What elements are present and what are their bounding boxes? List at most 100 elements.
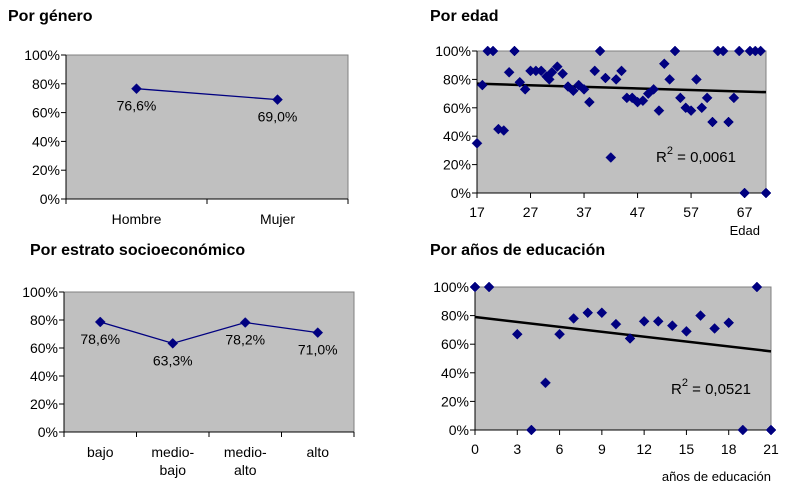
edad-data-point: [471, 137, 483, 149]
educacion-data-point: [765, 424, 777, 436]
edad-data-point: [733, 45, 745, 57]
edad-data-point: [760, 187, 772, 199]
educacion-data-point: [709, 323, 720, 334]
edad-data-point: [546, 66, 558, 78]
edad-data-point: [696, 102, 708, 114]
educacion-plot-area: [474, 286, 772, 431]
edad-ytick-label: 60%: [443, 100, 471, 116]
estrato-ytick-label: 0%: [38, 424, 58, 440]
estrato-data-point: [312, 327, 324, 338]
edad-data-point: [675, 92, 686, 104]
edad-data-point: [616, 65, 627, 77]
educacion-data-point: [666, 320, 678, 331]
educacion-ytick-label: 60%: [441, 336, 469, 352]
edad-data-point: [637, 95, 649, 107]
estrato-category-label: medio-: [151, 444, 194, 460]
edad-xaxis-title: Edad: [730, 223, 760, 238]
edad-xtick-label: 27: [523, 204, 539, 220]
edad-data-point: [717, 45, 729, 57]
educacion-data-point: [723, 317, 735, 329]
edad-xtick-label: 67: [737, 204, 753, 220]
educacion-data-point: [469, 281, 481, 293]
estrato-ytick-label: 40%: [30, 368, 58, 384]
estrato-category-label: bajo: [160, 462, 187, 478]
edad-data-point: [594, 45, 606, 57]
genero-data-label: 69,0%: [258, 109, 298, 125]
edad-ytick-label: 80%: [443, 71, 471, 87]
edad-xtick-label: 17: [469, 204, 485, 220]
estrato-data-point: [239, 317, 251, 328]
estrato-ytick-label: 60%: [30, 340, 58, 356]
educacion-data-point: [751, 281, 763, 293]
genero-plot-area: [65, 54, 349, 200]
educacion-xtick-label: 15: [679, 441, 695, 457]
genero-data-label: 76,6%: [117, 98, 157, 114]
edad-data-point: [498, 125, 510, 136]
edad-xtick-label: 47: [630, 204, 646, 220]
edad-ytick-label: 20%: [443, 157, 471, 173]
edad-data-point: [658, 58, 670, 70]
educacion-trendline: [474, 315, 772, 353]
edad-data-point: [653, 105, 665, 116]
educacion-ytick-label: 20%: [441, 393, 469, 409]
estrato-category-label: alto: [306, 444, 329, 460]
edad-data-point: [648, 83, 659, 95]
edad-xtick-label: 57: [683, 204, 699, 220]
estrato-category-label: alto: [234, 462, 257, 478]
educacion-data-point: [610, 318, 622, 330]
edad-data-point: [535, 65, 547, 77]
genero-category-label: Hombre: [112, 211, 162, 227]
edad-data-point: [707, 116, 718, 128]
edad-xtick-label: 37: [576, 204, 592, 220]
estrato-series-line: [100, 321, 318, 345]
edad-ytick-label: 100%: [435, 43, 471, 59]
educacion-xtick-label: 0: [471, 441, 479, 457]
edad-ytick-label: 40%: [443, 128, 471, 144]
chart-title-educacion: Por años de educación: [430, 242, 606, 259]
estrato-data-label: 78,6%: [80, 331, 120, 347]
educacion-data-point: [737, 424, 749, 436]
edad-data-point: [514, 76, 526, 88]
edad-ytick-label: 0%: [451, 185, 471, 201]
edad-data-point: [476, 79, 488, 91]
educacion-ytick-label: 100%: [433, 279, 469, 295]
educacion-xtick-label: 6: [556, 441, 564, 457]
educacion-data-point: [596, 307, 608, 319]
educacion-data-point: [652, 315, 664, 327]
edad-data-point: [557, 68, 568, 80]
estrato-data-label: 63,3%: [153, 352, 193, 368]
chart-title-genero: Por género: [8, 8, 93, 25]
edad-data-point: [509, 45, 520, 57]
genero-data-point: [272, 94, 283, 105]
edad-data-point: [589, 65, 601, 77]
edad-data-point: [669, 45, 681, 57]
estrato-data-point: [167, 338, 179, 349]
estrato-data-label: 78,2%: [225, 332, 265, 348]
educacion-ytick-label: 80%: [441, 308, 469, 324]
edad-data-point: [755, 45, 767, 57]
educacion-data-point: [638, 315, 650, 327]
educacion-data-point: [540, 377, 551, 389]
edad-r2-annotation: R2 = 0,0061: [656, 145, 736, 166]
educacion-data-point: [582, 307, 594, 319]
edad-data-point: [519, 83, 531, 95]
chart-title-edad: Por edad: [430, 8, 499, 25]
educacion-xtick-label: 12: [636, 441, 652, 457]
edad-data-point: [567, 85, 579, 97]
educacion-xtick-label: 3: [513, 441, 521, 457]
genero-ytick-label: 0%: [40, 191, 60, 207]
estrato-ytick-label: 100%: [22, 284, 58, 300]
genero-data-point: [131, 83, 142, 95]
genero-ytick-label: 40%: [32, 133, 60, 149]
edad-data-point: [610, 74, 622, 85]
educacion-data-point: [568, 313, 580, 324]
edad-data-point: [578, 83, 590, 95]
estrato-data-label: 71,0%: [298, 342, 338, 358]
educacion-data-point: [483, 281, 495, 293]
estrato-ytick-label: 80%: [30, 312, 58, 328]
chart-title-estrato: Por estrato socioeconómico: [30, 242, 246, 259]
edad-data-point: [685, 105, 697, 116]
genero-ytick-label: 20%: [32, 162, 60, 178]
estrato-ytick-label: 20%: [30, 396, 58, 412]
